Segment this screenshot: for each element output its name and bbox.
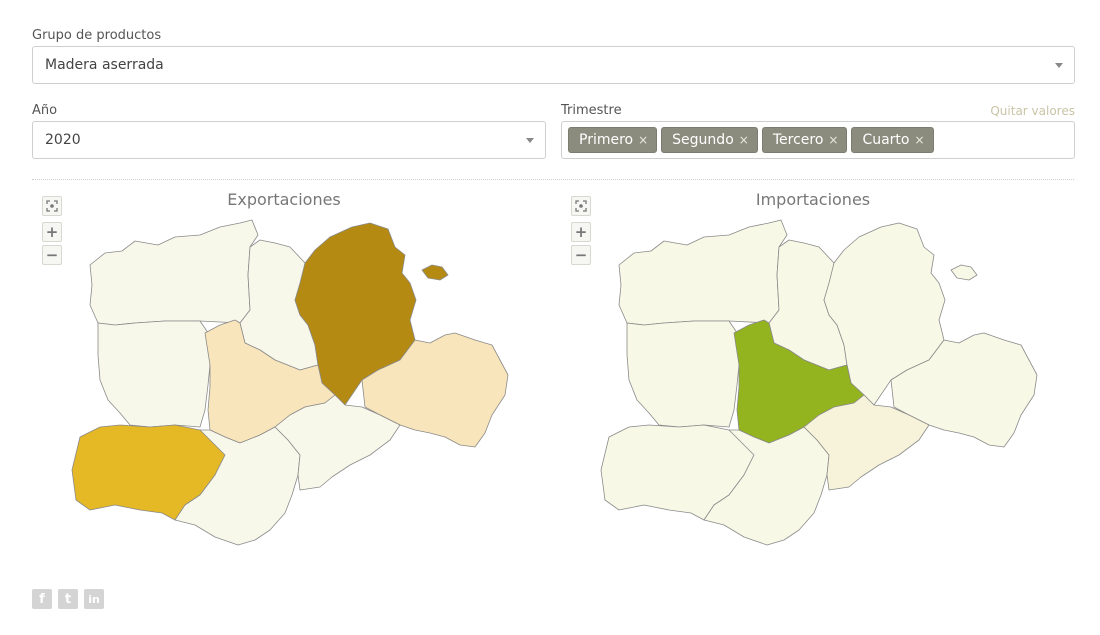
province-zamora[interactable]: [626, 320, 745, 428]
province-avila[interactable]: [703, 426, 830, 546]
quarter-tag: Tercero ×: [761, 127, 848, 153]
remove-tag-icon[interactable]: ×: [828, 133, 839, 147]
province-shapes: [71, 219, 509, 546]
quarter-label: Trimestre: [561, 103, 622, 118]
zoom-out-button[interactable]: −: [42, 245, 62, 265]
reset-zoom-button[interactable]: [571, 196, 591, 216]
twitter-icon: t: [64, 591, 72, 607]
province-burgos-exclave[interactable]: [950, 264, 978, 281]
chevron-down-icon: [1055, 63, 1063, 68]
province-segovia[interactable]: [274, 394, 401, 491]
province-zamora[interactable]: [97, 320, 216, 428]
product-group-value: Madera aserrada: [45, 57, 164, 73]
quarter-multiselect[interactable]: Primero × Segundo × Tercero × Cuarto ×: [561, 121, 1075, 159]
province-leon[interactable]: [618, 219, 788, 326]
map-title-imports: Importaciones: [755, 190, 871, 209]
focus-icon: [46, 200, 58, 212]
chevron-down-icon: [526, 138, 534, 143]
year-label: Año: [32, 103, 58, 118]
quarter-tag: Cuarto ×: [851, 127, 934, 153]
divider: [32, 179, 1074, 180]
product-group-label: Grupo de productos: [32, 28, 162, 43]
remove-tag-icon[interactable]: ×: [738, 133, 749, 147]
focus-icon: [575, 200, 587, 212]
province-shapes: [600, 219, 1038, 546]
province-segovia[interactable]: [803, 394, 930, 491]
imports-map: [600, 219, 1038, 546]
quarter-tag: Segundo ×: [661, 127, 758, 153]
zoom-in-button[interactable]: +: [571, 222, 591, 242]
remove-tag-icon[interactable]: ×: [914, 133, 925, 147]
clear-values-link[interactable]: Quitar valores: [990, 104, 1075, 118]
zoom-in-button[interactable]: +: [42, 222, 62, 242]
zoom-out-button[interactable]: −: [571, 245, 591, 265]
province-leon[interactable]: [89, 219, 259, 326]
province-avila[interactable]: [174, 426, 301, 546]
province-burgos-exclave[interactable]: [421, 264, 449, 281]
year-value: 2020: [45, 132, 81, 148]
map-title-exports: Exportaciones: [227, 190, 341, 209]
exports-map: [71, 219, 509, 546]
facebook-icon: f: [39, 591, 45, 607]
twitter-share-button[interactable]: t: [58, 589, 78, 609]
year-select[interactable]: 2020: [32, 121, 546, 159]
linkedin-share-button[interactable]: in: [84, 589, 104, 609]
product-group-select[interactable]: Madera aserrada: [32, 46, 1075, 84]
facebook-share-button[interactable]: f: [32, 589, 52, 609]
quarter-tag: Primero ×: [568, 127, 658, 153]
reset-zoom-button[interactable]: [42, 196, 62, 216]
remove-tag-icon[interactable]: ×: [638, 133, 649, 147]
linkedin-icon: in: [88, 592, 100, 606]
